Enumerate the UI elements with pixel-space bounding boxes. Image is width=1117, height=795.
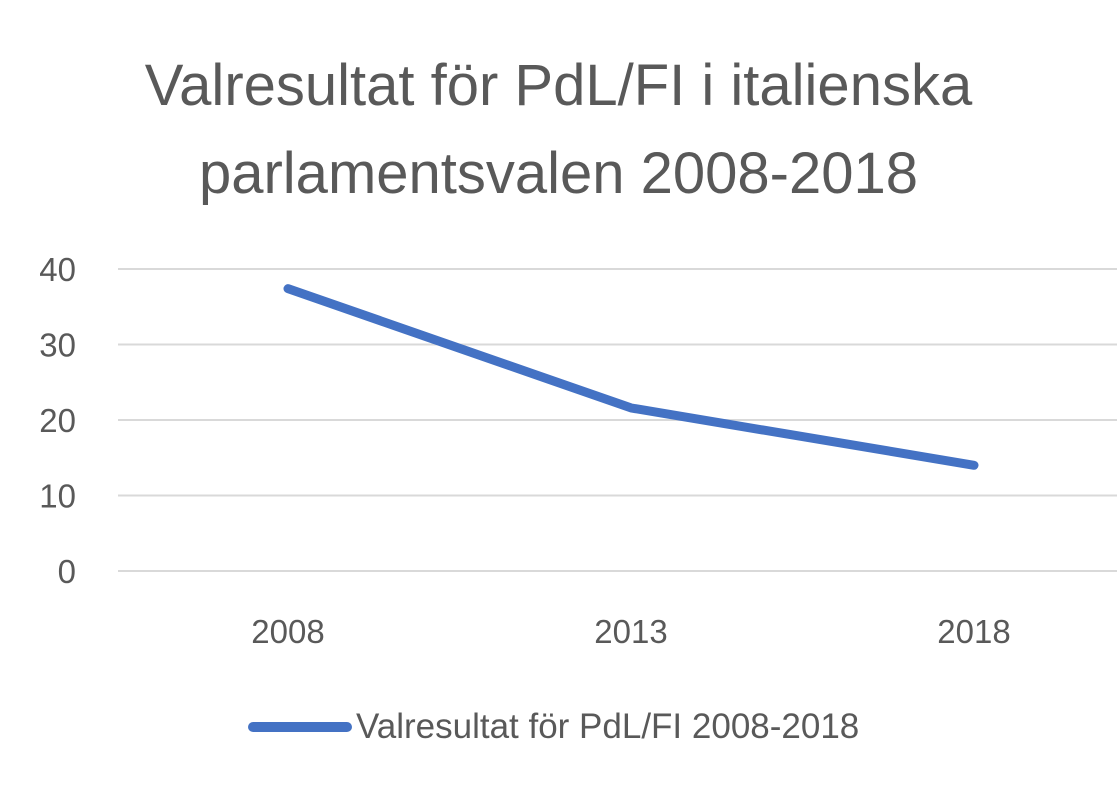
chart-title-line-2: parlamentsvalen 2008-2018 <box>198 141 919 206</box>
x-tick-label: 2013 <box>594 613 667 650</box>
x-axis-tick-labels: 2008 2013 2018 <box>251 613 1010 650</box>
x-tick-label: 2018 <box>937 613 1010 650</box>
gridlines <box>118 268 1117 572</box>
y-axis-tick-labels: 0 10 20 30 40 <box>39 251 76 590</box>
legend-swatch <box>248 722 352 732</box>
y-tick-label: 10 <box>39 478 76 515</box>
chart-title-line-1: Valresultat för PdL/FI i italienska <box>144 53 973 118</box>
x-tick-label: 2008 <box>251 613 324 650</box>
y-tick-label: 0 <box>58 553 76 590</box>
y-tick-label: 40 <box>39 251 76 288</box>
series-line <box>283 284 979 470</box>
y-tick-label: 20 <box>39 402 76 439</box>
legend: Valresultat för PdL/FI 2008-2018 <box>248 707 859 747</box>
chart-title: Valresultat för PdL/FI i italienska parl… <box>0 42 1117 218</box>
series-lines <box>283 284 979 470</box>
legend-label: Valresultat för PdL/FI 2008-2018 <box>356 707 860 746</box>
y-tick-label: 30 <box>39 327 76 364</box>
